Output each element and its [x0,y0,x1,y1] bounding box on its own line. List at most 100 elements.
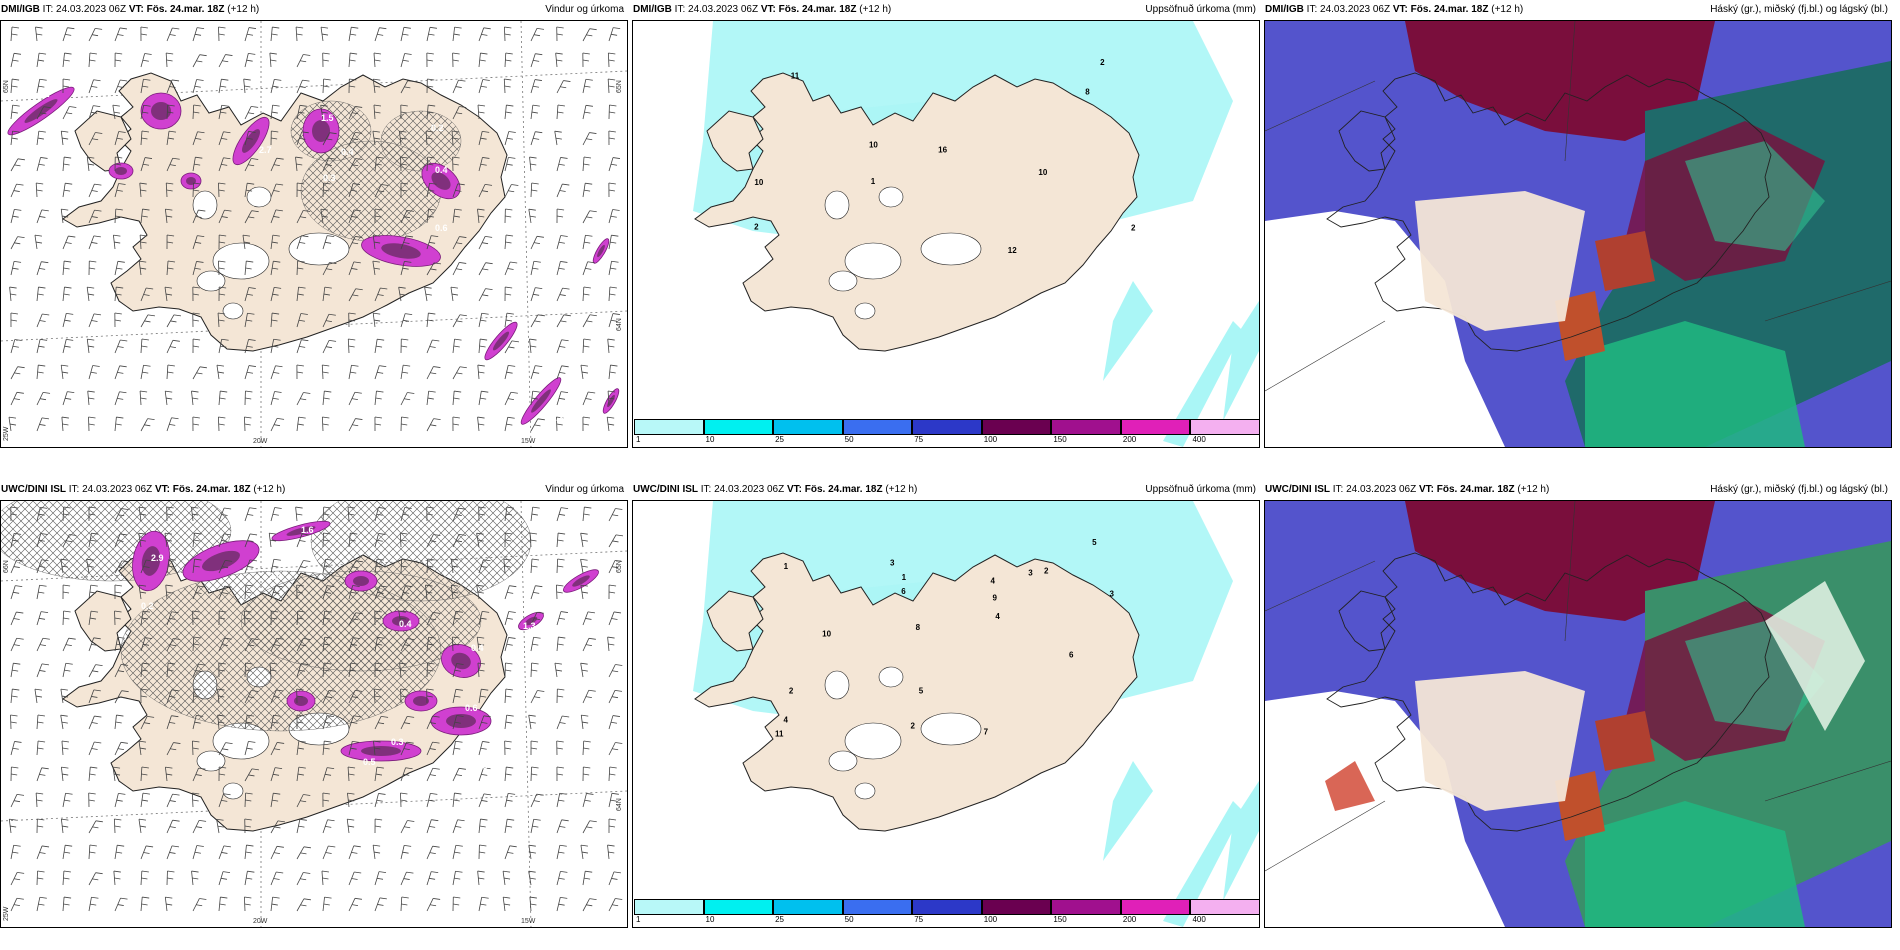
map-frame [1264,20,1892,448]
lead-time: (+12 h) [885,484,918,495]
precip-value: 5 [1092,538,1097,547]
valid-time: VT: Fös. 24.mar. 18Z [154,484,251,495]
precip-color-legend: 1 10 25 50 75 100 150 200 400 [634,899,1259,925]
it-label: IT: [1332,484,1344,495]
valid-time: VT: Fös. 24.mar. 18Z [760,4,857,15]
map-canvas: 0.2 2.7 1.5 0.4 0.3 0.6 0.5 0.4 0.2 1.5 0.3 [1,21,627,447]
precip-value: 0.4 [341,147,354,157]
glacier-area [844,242,902,280]
precip-value: 0.4 [435,165,448,175]
lat-label: 65N [3,80,10,93]
map-canvas [1265,501,1891,927]
legend-label: 10 [705,435,715,444]
precip-value: 0.6 [465,703,478,713]
glacier-area [196,270,226,292]
legend-label: 1 [636,915,641,924]
lat-label: 66N [3,560,10,573]
iceland-landmass [694,552,1140,832]
legend-label: 100 [983,435,998,444]
precip-value: 10 [869,140,878,149]
precip-value: 0.2 [37,89,50,99]
panel-title: Uppsöfnuð úrkoma (mm) [1145,4,1256,15]
map-canvas: 7 6 3 5 4 4 3 2 1 5 2 4 3 8 9 6 2 1 10 11 [693,501,1259,927]
precip-value: 2.9 [151,553,164,563]
lead-time: (+12 h) [227,4,260,15]
precip-value: 9 [993,593,998,602]
wind-barbs [8,26,621,432]
precip-value: 2 [789,686,794,695]
precip-value: 0.2 [431,123,444,133]
legend-swatch [842,419,913,435]
precip-value: 1 [871,177,876,186]
init-time: 24.03.2023 06Z [1346,484,1417,495]
glacier-area [824,670,850,700]
valid-time: VT: Fös. 24.mar. 18Z [1418,484,1515,495]
precip-value: 10 [1038,168,1047,177]
legend-label: 400 [1192,435,1206,444]
lead-time: (+12 h) [253,484,286,495]
legend-label: 1 [636,435,641,444]
legend-label: 10 [705,915,715,924]
precip-value: 4 [995,612,1000,621]
lon-label: 15W [521,438,536,445]
panel-header: UWC/DINI ISL IT: 24.03.2023 06Z VT: Fös.… [633,484,917,496]
cloud-layers [1265,501,1891,927]
panel-dmi-wind: DMI/IGB IT: 24.03.2023 06Z VT: Fös. 24.m… [0,0,628,448]
panel-header: DMI/IGB IT: 24.03.2023 06Z VT: Fös. 24.m… [633,4,891,16]
precip-value: 8 [916,623,921,632]
panel-title: Háský (gr.), miðský (fj.bl.) og lágský (… [1710,4,1888,15]
map-frame: 16 10 11 10 12 8 2 2 10 2 1 1 10 25 50 75 100 150 200 400 [632,20,1260,448]
glacier-area [878,186,904,208]
legend-label: 400 [1192,915,1206,924]
panel-header: UWC/DINI ISL IT: 24.03.2023 06Z VT: Fös.… [1265,484,1549,496]
precip-value-labels: 7 6 3 5 4 4 3 2 1 5 2 4 3 8 9 6 2 1 10 11 [775,538,1114,739]
panel-header: DMI/IGB IT: 24.03.2023 06Z VT: Fös. 24.m… [1,4,259,16]
precip-value: 0.5 [475,275,488,285]
glacier-area [824,190,850,220]
it-label: IT: [700,484,712,495]
legend-swatch [1120,899,1191,915]
precip-value: 0.3 [443,765,456,775]
legend-swatch [1190,899,1259,915]
map-canvas: 16 10 11 10 12 8 2 2 10 2 1 [693,21,1259,447]
lat-label: 65N [616,560,623,573]
model-name: UWC/DINI ISL [633,484,698,495]
glacier-area [878,666,904,688]
precip-value: 3 [1028,569,1033,578]
it-label: IT: [42,4,54,15]
lat-label: 65N [616,80,623,93]
precip-value: 1 [902,573,907,582]
init-time: 24.03.2023 06Z [714,484,785,495]
legend-label: 100 [983,915,998,924]
precip-value: 10 [754,178,763,187]
precip-value: 12 [1008,246,1017,255]
valid-time: VT: Fös. 24.mar. 18Z [786,484,883,495]
precip-color-legend: 1 10 25 50 75 100 150 200 400 [634,419,1259,445]
it-label: IT: [674,4,686,15]
valid-time: VT: Fös. 24.mar. 18Z [1392,4,1489,15]
panel-uwc-wind: UWC/DINI ISL IT: 24.03.2023 06Z VT: Fös.… [0,480,628,928]
legend-label: 200 [1122,915,1137,924]
precip-value-labels: 2.9 0.2 2.4 1.6 0.4 0.3 0.5 0.6 0.4 1.3 0.3 0.5 [141,525,536,775]
precip-value: 11 [791,72,800,81]
glacier-area [844,722,902,760]
legend-label: 150 [1053,435,1067,444]
lon-label: 25W [3,426,10,441]
model-name: UWC/DINI ISL [1265,484,1330,495]
legend-swatch [634,419,704,435]
precip-value: 8 [1085,87,1090,96]
legend-swatch [634,899,704,915]
map-frame: 7 6 3 5 4 4 3 2 1 5 2 4 3 8 9 6 2 1 10 11 1 10 25 50 75 100 150 200… [632,500,1260,928]
legend-swatch [1051,899,1121,915]
lon-label: 15W [521,918,536,925]
precip-value: 0.2 [141,601,154,611]
legend-swatch [981,419,1052,435]
legend-swatch [981,899,1052,915]
precip-value: 16 [938,146,947,155]
precip-value: 3 [1110,590,1115,599]
iceland-landmass [1326,552,1772,832]
panel-header: DMI/IGB IT: 24.03.2023 06Z VT: Fös. 24.m… [1265,4,1523,16]
legend-swatch [912,419,982,435]
init-time: 24.03.2023 06Z [56,4,127,15]
precip-value: 4 [991,577,996,586]
